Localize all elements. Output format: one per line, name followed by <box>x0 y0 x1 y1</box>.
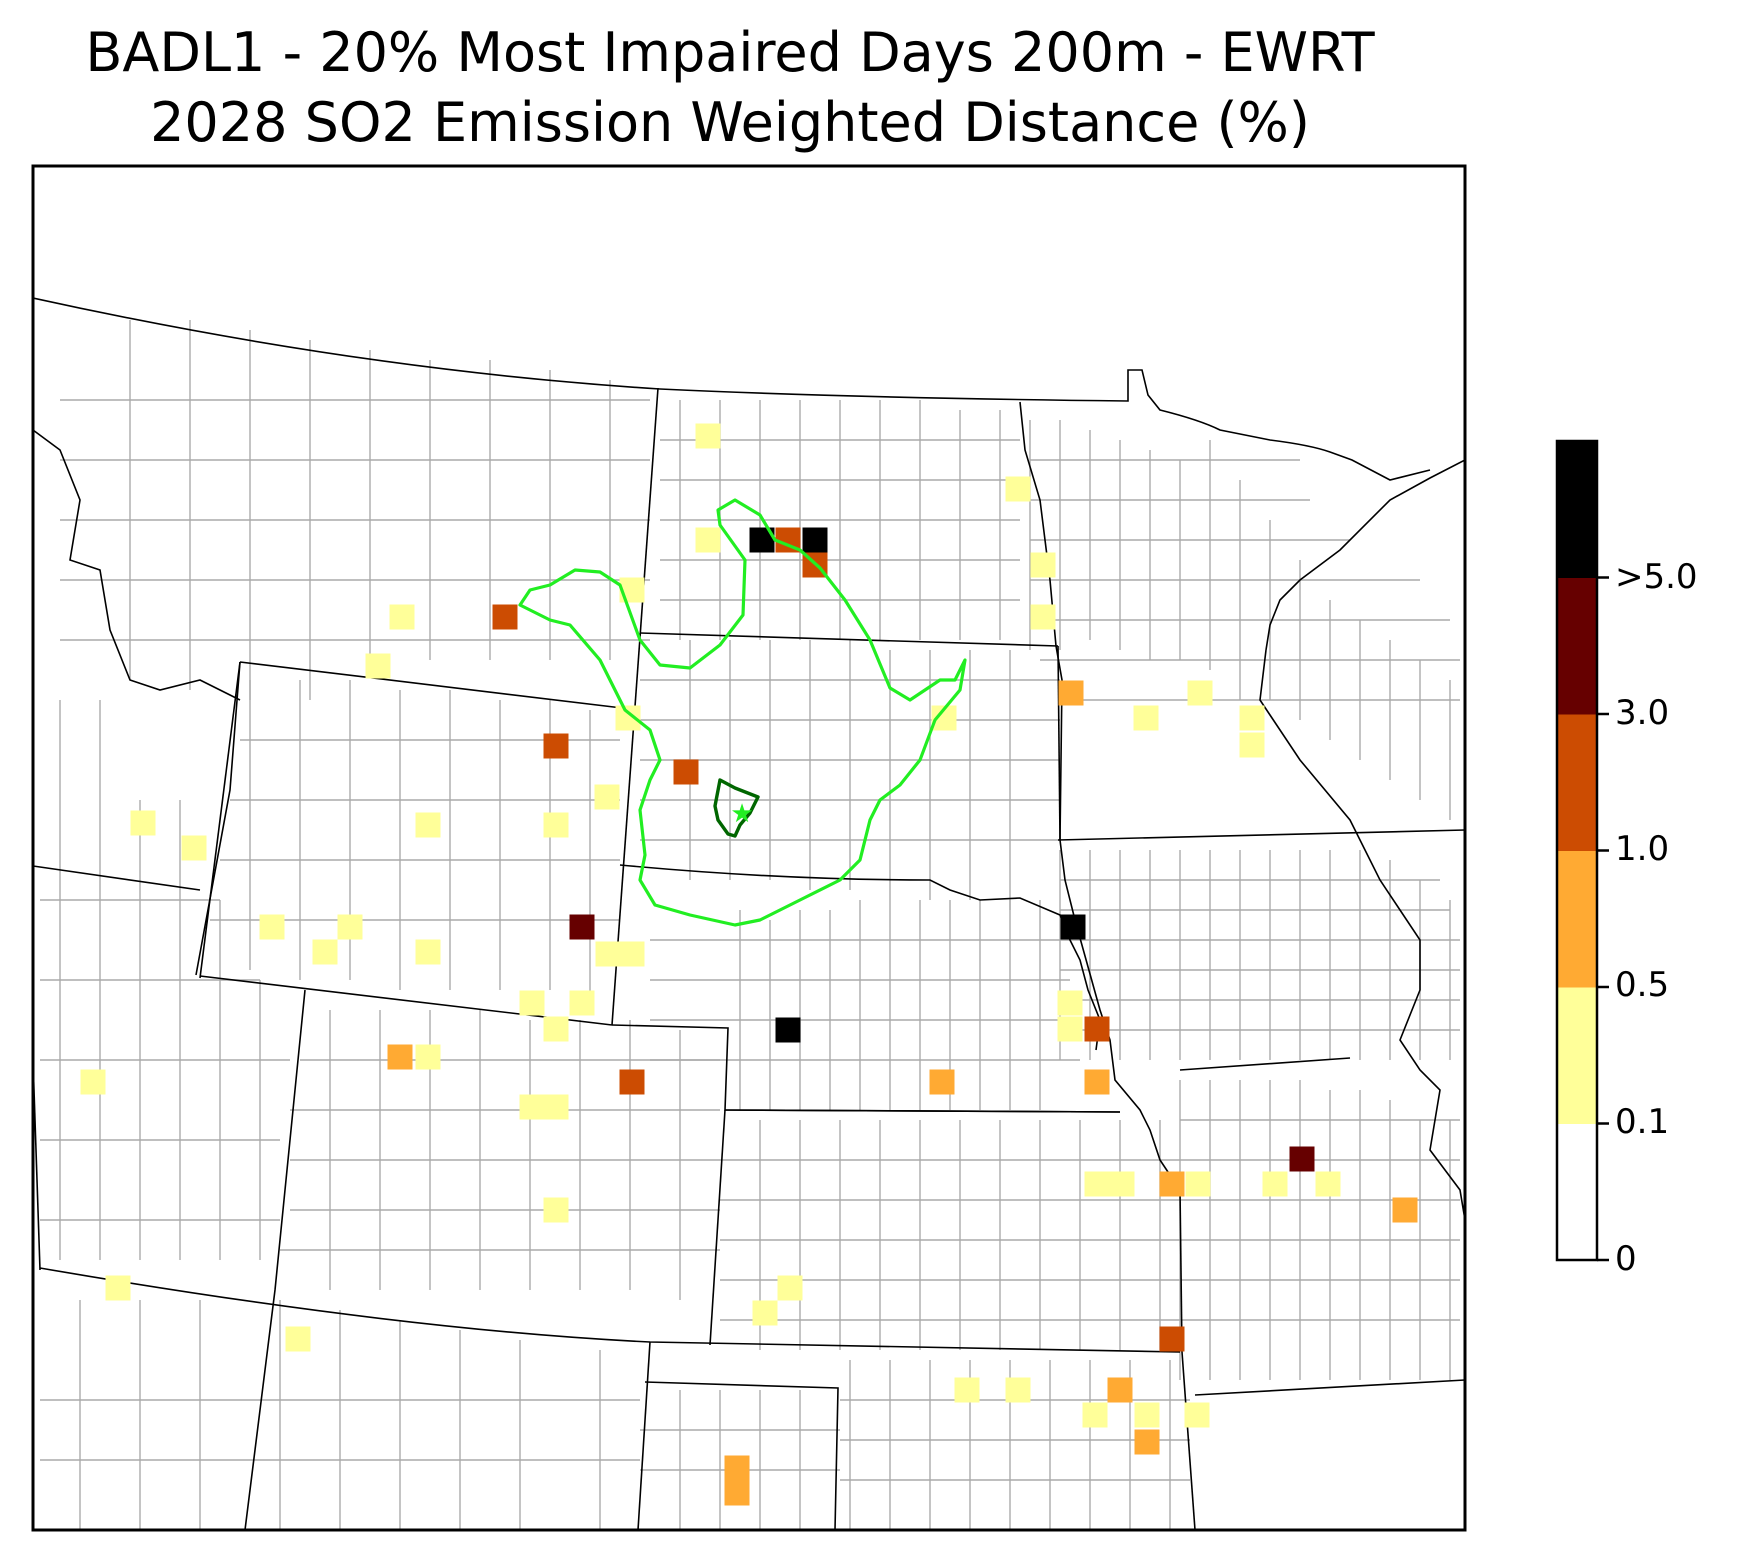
colorbar-bin <box>1557 1123 1597 1261</box>
emission-cell <box>415 1044 441 1070</box>
emission-cell <box>1159 1171 1185 1197</box>
emission-cell <box>543 1016 569 1042</box>
emission-cell <box>415 939 441 965</box>
emission-cell <box>569 990 595 1016</box>
emission-cell <box>1058 680 1084 706</box>
colorbar-tick-label: 1.0 <box>1615 829 1670 869</box>
emission-cell <box>1030 604 1056 630</box>
emission-cell <box>1262 1171 1288 1197</box>
colorbar-tick-label: 0.5 <box>1615 965 1670 1005</box>
star-icon: ★ <box>730 799 753 829</box>
colorbar-tick-label: 3.0 <box>1615 693 1670 733</box>
emission-cell <box>724 1480 750 1506</box>
emission-cell <box>387 1044 413 1070</box>
emission-cell <box>673 759 699 785</box>
emission-cell <box>389 604 415 630</box>
emission-cell <box>1239 732 1265 758</box>
emission-cell <box>1030 552 1056 578</box>
state-borders <box>33 297 1465 1530</box>
colorbar-bin <box>1557 577 1597 715</box>
colorbar-tick-label: 0.1 <box>1615 1102 1670 1142</box>
emission-cell <box>543 1094 569 1120</box>
emission-cell <box>1184 1402 1210 1428</box>
colorbar-bin <box>1557 441 1597 578</box>
chart-title-line-1: BADL1 - 20% Most Impaired Days 200m - EW… <box>85 21 1375 84</box>
emission-cell <box>929 1069 955 1095</box>
emission-cell <box>1057 1016 1083 1042</box>
map-plot-area: ★ <box>33 297 1465 1530</box>
emission-cells <box>80 423 1418 1506</box>
emission-cell <box>1315 1171 1341 1197</box>
emission-cell <box>1084 1069 1110 1095</box>
emission-cell <box>543 1197 569 1223</box>
emission-cell <box>802 527 828 553</box>
emission-cell <box>594 784 620 810</box>
emission-cell <box>415 812 441 838</box>
emission-cell <box>1109 1171 1135 1197</box>
emission-cell <box>1392 1197 1418 1223</box>
emission-cell <box>543 812 569 838</box>
emission-cell <box>1289 1146 1315 1172</box>
emission-cell <box>312 939 338 965</box>
emission-cell <box>1057 990 1083 1016</box>
emission-cell <box>543 733 569 759</box>
emission-cell <box>519 990 545 1016</box>
emission-cell <box>1185 1171 1211 1197</box>
emission-cell <box>1239 705 1265 731</box>
emission-cell <box>1134 1429 1160 1455</box>
map-frame <box>31 164 1467 1532</box>
emission-cell <box>695 527 721 553</box>
emission-cell <box>181 835 207 861</box>
emission-cell <box>1187 680 1213 706</box>
colorbar-bin <box>1557 850 1597 988</box>
emission-cell <box>130 810 156 836</box>
emission-cell <box>365 653 391 679</box>
emission-cell <box>1060 914 1086 940</box>
county-grid <box>40 320 1460 1530</box>
emission-cell <box>1134 1402 1160 1428</box>
emission-cell <box>105 1275 131 1301</box>
inner-contour <box>713 778 760 838</box>
emission-cell <box>954 1377 980 1403</box>
emission-cell <box>619 1069 645 1095</box>
emission-cell <box>595 941 621 967</box>
emission-cell <box>724 1455 750 1481</box>
chart-title-line-2: 2028 SO2 Emission Weighted Distance (%) <box>150 91 1310 154</box>
emission-cell <box>337 914 363 940</box>
emission-cell <box>569 914 595 940</box>
emission-cell <box>777 1275 803 1301</box>
emission-cell <box>80 1069 106 1095</box>
emission-cell <box>1084 1171 1110 1197</box>
emission-cell <box>492 604 518 630</box>
emission-cell <box>1159 1326 1185 1352</box>
emission-cell <box>519 1094 545 1120</box>
outer-contour <box>518 498 967 927</box>
emission-cell <box>1082 1402 1108 1428</box>
colorbar-bin <box>1557 987 1597 1124</box>
emission-cell <box>775 1017 801 1043</box>
colorbar-tick-label: 0 <box>1615 1239 1637 1279</box>
emission-cell <box>1005 1377 1031 1403</box>
emission-cell <box>259 914 285 940</box>
emission-cell <box>1005 476 1031 502</box>
emission-cell <box>1107 1377 1133 1403</box>
emission-cell <box>285 1326 311 1352</box>
emission-cell <box>695 423 721 449</box>
emission-cell <box>752 1300 778 1326</box>
emission-cell <box>619 941 645 967</box>
colorbar <box>1555 439 1609 1262</box>
colorbar-tick-label: >5.0 <box>1615 557 1698 597</box>
colorbar-bin <box>1557 714 1597 851</box>
emission-cell <box>1133 705 1159 731</box>
emission-cell <box>1084 1016 1110 1042</box>
